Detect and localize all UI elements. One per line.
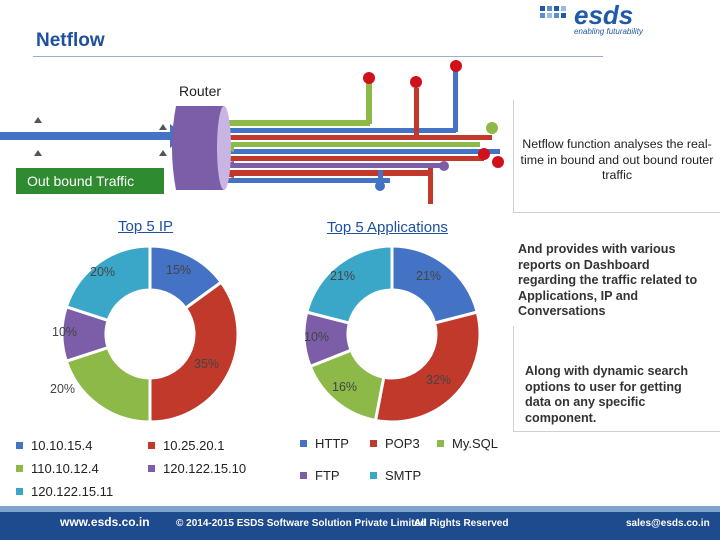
marker-icon [34, 117, 42, 123]
legend-swatch [16, 465, 23, 472]
slice-label: 20% [90, 265, 115, 279]
esds-logo: esds enabling futurability [540, 2, 644, 36]
legend-swatch [300, 440, 307, 447]
apps-chart-title: Top 5 Applications [327, 219, 448, 236]
legend-label: My.SQL [452, 436, 498, 451]
reports-description: And provides with various reports on Das… [518, 242, 698, 318]
side-divider [513, 326, 514, 431]
footer-rights: All Rights Reserved [414, 518, 509, 529]
router-shape [172, 106, 231, 190]
slice-label: 10% [304, 330, 329, 344]
legend-item: HTTP [300, 436, 349, 451]
footer-copyright: © 2014-2015 ESDS Software Solution Priva… [176, 518, 427, 529]
legend-swatch [300, 472, 307, 479]
legend-item: 120.122.15.11 [16, 484, 113, 499]
legend-item: My.SQL [437, 436, 498, 451]
legend-swatch [370, 440, 377, 447]
legend-swatch [16, 442, 23, 449]
legend-label: FTP [315, 468, 340, 483]
router-label: Router [179, 83, 222, 99]
legend-label: HTTP [315, 436, 349, 451]
slice-label: 15% [166, 263, 191, 277]
legend-item: 10.25.20.1 [148, 438, 224, 453]
search-description: Along with dynamic search options to use… [525, 364, 689, 425]
legend-swatch [148, 442, 155, 449]
logo-tagline: enabling futurability [574, 27, 644, 36]
donut-slice-10-25-20-1 [148, 280, 240, 424]
netflow-description: Netflow function analyses the real-time … [520, 137, 714, 182]
legend-swatch [370, 472, 377, 479]
footer-website-link[interactable]: www.esds.co.in [60, 515, 150, 529]
traffic-lines [220, 70, 500, 204]
legend-label: SMTP [385, 468, 422, 483]
marker-icon [159, 150, 167, 156]
donut-slice-smtp [304, 244, 394, 325]
legend-item: SMTP [370, 468, 421, 483]
logo-word: esds [574, 2, 633, 30]
slice-label: 35% [194, 357, 219, 371]
slice-label: 32% [426, 373, 451, 387]
donut-slice-110-10-12-4 [64, 345, 152, 424]
legend-item: 10.10.15.4 [16, 438, 92, 453]
outbound-traffic-label: Out bound Traffic [16, 168, 164, 194]
legend-item: FTP [300, 468, 340, 483]
legend-item: 120.122.15.10 [148, 461, 246, 476]
legend-swatch [437, 440, 444, 447]
side-divider [513, 431, 720, 432]
donut-slice-120-122-15-11 [64, 244, 152, 323]
legend-label: 10.10.15.4 [31, 438, 93, 453]
footer-email-link[interactable]: sales@esds.co.in [626, 518, 710, 529]
page-title: Netflow [36, 30, 105, 51]
slice-label: 21% [330, 269, 355, 283]
legend-swatch [16, 488, 23, 495]
ip-chart-title: Top 5 IP [118, 218, 174, 235]
donut-slice-pop3 [373, 310, 482, 424]
legend-label: 120.122.15.10 [163, 461, 247, 476]
ip-donut-chart: 15% 35% 20% 10% 20% [50, 244, 240, 424]
apps-donut-chart: 21% 32% 16% 10% 21% [302, 244, 482, 424]
endpoint-dots [363, 60, 504, 191]
marker-icon [159, 124, 167, 130]
side-divider [513, 212, 720, 213]
donut-slice-http [390, 244, 480, 325]
router-traffic-diagram [0, 60, 504, 204]
slice-label: 20% [50, 382, 75, 396]
slice-label: 10% [52, 325, 77, 339]
legend-item: POP3 [370, 436, 420, 451]
legend-label: 120.122.15.11 [31, 484, 114, 499]
marker-icon [34, 150, 42, 156]
logo-mark-icon [540, 6, 566, 18]
slice-label: 21% [416, 269, 441, 283]
legend-label: 10.25.20.1 [163, 438, 225, 453]
side-divider [513, 100, 514, 212]
legend-label: 110.10.12.4 [31, 461, 99, 476]
footer-stripe [0, 506, 720, 512]
title-divider [33, 56, 603, 57]
slice-label: 16% [332, 380, 357, 394]
inbound-arrow [0, 124, 186, 148]
legend-label: POP3 [385, 436, 420, 451]
footer-bar [0, 512, 720, 540]
legend-swatch [148, 465, 155, 472]
legend-item: 110.10.12.4 [16, 461, 99, 476]
